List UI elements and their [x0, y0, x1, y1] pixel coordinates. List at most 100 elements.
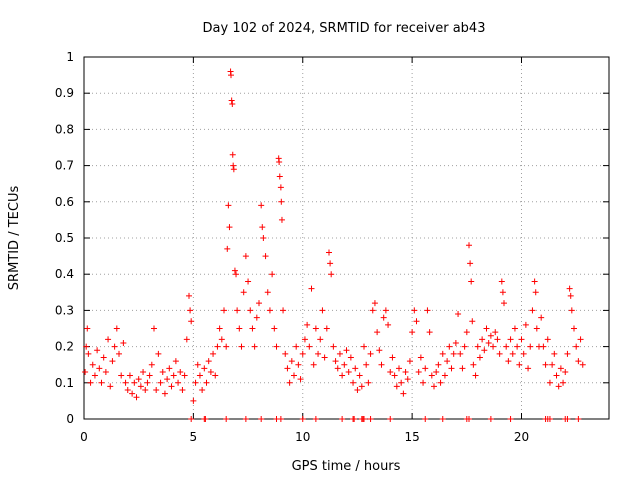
x-tick-label: 10: [295, 430, 310, 444]
data-point: [146, 372, 153, 379]
data-point: [487, 416, 494, 422]
data-point: [187, 307, 194, 314]
data-point: [522, 321, 529, 328]
data-point: [479, 336, 486, 343]
data-point: [273, 343, 280, 350]
data-point: [153, 387, 160, 394]
data-point: [317, 336, 324, 343]
data-point: [568, 307, 575, 314]
data-point: [529, 307, 536, 314]
data-point: [312, 325, 319, 332]
data-point: [499, 289, 506, 296]
data-point: [531, 278, 538, 285]
x-tick-label: 0: [80, 430, 88, 444]
data-point: [406, 358, 413, 365]
data-point: [439, 350, 446, 357]
data-point: [573, 343, 580, 350]
data-point: [299, 416, 306, 422]
data-point: [507, 416, 514, 422]
data-point: [168, 383, 175, 390]
data-point: [402, 368, 409, 375]
data-point: [231, 267, 238, 274]
data-point: [186, 292, 192, 299]
data-point: [551, 350, 558, 357]
data-point: [571, 325, 577, 332]
data-point: [376, 347, 383, 354]
data-point: [566, 285, 573, 292]
data-point: [426, 329, 433, 336]
y-axis-label: SRMTID / TECUs: [7, 186, 22, 291]
data-point: [297, 376, 304, 383]
data-point: [562, 368, 569, 375]
data-point: [321, 354, 328, 361]
data-point: [461, 343, 468, 350]
data-point: [164, 376, 171, 383]
x-tick-label: 20: [514, 430, 529, 444]
data-point: [577, 336, 584, 343]
data-point: [498, 278, 505, 285]
data-point: [546, 416, 553, 422]
data-point: [260, 235, 267, 241]
y-tick-label: 0.2: [55, 340, 74, 354]
data-point: [509, 350, 516, 357]
data-point: [409, 329, 416, 336]
data-point: [224, 245, 231, 252]
data-point: [564, 350, 571, 357]
data-point: [336, 350, 343, 357]
data-point: [420, 379, 427, 386]
x-tick-label: 15: [404, 430, 419, 444]
data-point: [230, 162, 237, 169]
data-point: [492, 329, 499, 336]
data-point: [339, 372, 346, 379]
data-point: [542, 361, 549, 368]
data-point: [102, 368, 109, 375]
x-axis-label: GPS time / hours: [292, 459, 401, 474]
data-point: [131, 379, 138, 386]
data-point: [476, 354, 483, 361]
data-point: [437, 379, 444, 386]
data-point: [196, 372, 203, 379]
y-tick-label: 0.6: [55, 195, 74, 209]
data-point: [575, 416, 582, 422]
data-point: [278, 198, 285, 205]
data-point: [490, 343, 497, 350]
data-point: [188, 318, 195, 325]
data-point: [223, 343, 230, 350]
data-point: [310, 361, 317, 368]
data-point: [546, 379, 553, 386]
data-point: [382, 307, 389, 314]
data-point: [181, 372, 188, 379]
data-point: [271, 325, 278, 332]
data-point: [367, 350, 374, 357]
data-point: [567, 292, 574, 299]
data-point: [172, 358, 179, 365]
data-point: [111, 343, 118, 350]
data-point: [371, 300, 378, 307]
data-point: [148, 361, 155, 368]
data-point: [277, 184, 284, 191]
data-point: [276, 173, 283, 180]
data-point: [485, 339, 492, 346]
data-point: [404, 376, 411, 383]
data-point: [511, 325, 518, 332]
data-point: [474, 343, 481, 350]
data-point: [249, 325, 256, 332]
y-tick-label: 0.7: [55, 159, 74, 173]
data-point: [527, 343, 534, 350]
data-point: [236, 325, 243, 332]
data-point: [334, 365, 341, 372]
data-point: [428, 372, 435, 379]
data-point: [538, 314, 545, 321]
data-point: [393, 383, 400, 390]
data-point: [258, 202, 265, 209]
data-point: [190, 397, 197, 404]
data-point: [96, 365, 103, 372]
data-point: [258, 416, 265, 422]
data-point: [431, 383, 437, 390]
data-point: [155, 350, 162, 357]
data-point: [557, 365, 564, 372]
data-point: [501, 300, 507, 307]
data-point: [323, 325, 330, 332]
data-point: [396, 365, 402, 372]
data-point: [253, 314, 260, 321]
